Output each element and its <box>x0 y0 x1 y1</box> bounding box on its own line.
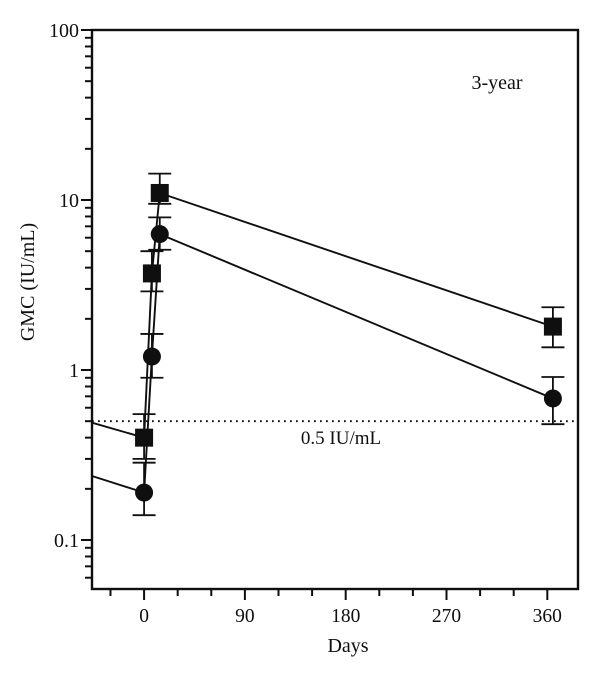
y-tick-label: 0.1 <box>54 530 79 552</box>
marker-square <box>543 317 562 336</box>
marker-circle <box>142 347 161 366</box>
y-axis-label: GMC (IU/mL) <box>17 223 39 341</box>
x-tick-label: 180 <box>331 606 360 627</box>
marker-circle <box>135 483 154 502</box>
x-tick-label: 90 <box>235 606 255 627</box>
annotation-3-year: 3-year <box>471 72 522 94</box>
squares-series <box>91 172 565 460</box>
circles-series-line <box>91 232 554 494</box>
y-tick-label: 1 <box>69 360 79 382</box>
x-tick-label: 360 <box>533 606 562 627</box>
marker-circle <box>150 225 169 244</box>
threshold-label: 0.5 IU/mL <box>301 428 381 449</box>
y-tick-label: 10 <box>59 190 79 212</box>
x-axis-major-ticks: 0 90 180 270 360 <box>139 589 562 627</box>
marker-square <box>135 428 154 447</box>
y-axis-major-ticks: 100 10 1 0.1 <box>49 20 92 552</box>
x-tick-label: 270 <box>432 606 461 627</box>
x-axis-minor-ticks <box>109 589 515 596</box>
x-tick-label: 0 <box>139 606 149 627</box>
plot-border <box>90 28 580 591</box>
y-axis-minor-ticks <box>85 36 92 579</box>
circles-series <box>91 216 565 517</box>
y-tick-label: 100 <box>49 20 79 42</box>
x-axis-label: Days <box>327 635 368 657</box>
marker-square <box>150 183 169 202</box>
marker-circle <box>543 389 562 408</box>
